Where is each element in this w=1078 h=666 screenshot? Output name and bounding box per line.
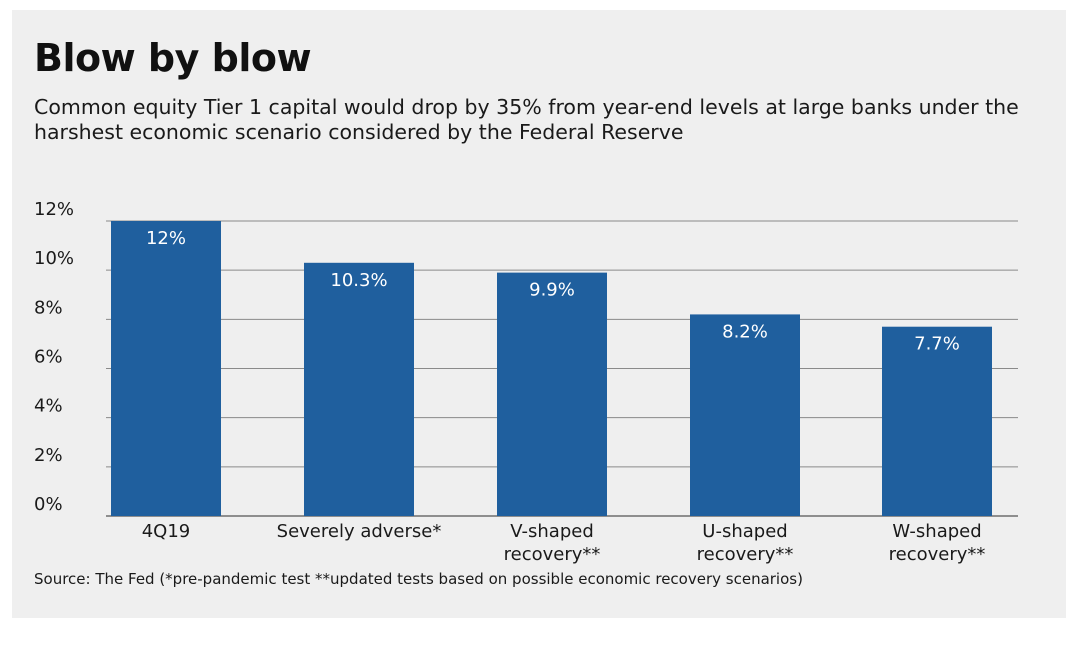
y-tick-label-10: 10%	[34, 248, 74, 269]
source-note: Source: The Fed (*pre-pandemic test **up…	[34, 570, 803, 588]
bar-4	[882, 326, 992, 516]
y-tick-label-6: 6%	[34, 347, 63, 368]
category-label-4-line-1: recovery**	[889, 544, 986, 565]
y-tick-label-4: 4%	[34, 396, 63, 417]
bar-3	[690, 314, 800, 516]
data-label-2: 9.9%	[529, 280, 575, 301]
chart-subtitle: Common equity Tier 1 capital would drop …	[34, 95, 1019, 144]
y-tick-label-2: 2%	[34, 445, 63, 466]
data-label-1: 10.3%	[330, 270, 387, 291]
category-label-0: 4Q19	[142, 521, 191, 542]
chart-title: Blow by blow	[34, 36, 312, 80]
bar-2	[497, 272, 607, 516]
category-label-3-line-0: U-shaped	[702, 521, 787, 542]
category-label-3-line-1: recovery**	[697, 544, 794, 565]
y-tick-label-12: 12%	[34, 199, 74, 220]
category-label-1: Severely adverse*	[277, 521, 442, 542]
data-label-4: 7.7%	[914, 334, 960, 355]
category-label-2-line-0: V-shaped	[510, 521, 594, 542]
category-label-4-line-0: W-shaped	[892, 521, 981, 542]
data-label-3: 8.2%	[722, 321, 768, 342]
bar-0	[111, 221, 221, 516]
category-label-2-line-1: recovery**	[504, 544, 601, 565]
bar-1	[304, 262, 414, 516]
y-tick-label-0: 0%	[34, 494, 63, 515]
data-label-0: 12%	[146, 228, 186, 249]
y-tick-label-8: 8%	[34, 297, 63, 318]
